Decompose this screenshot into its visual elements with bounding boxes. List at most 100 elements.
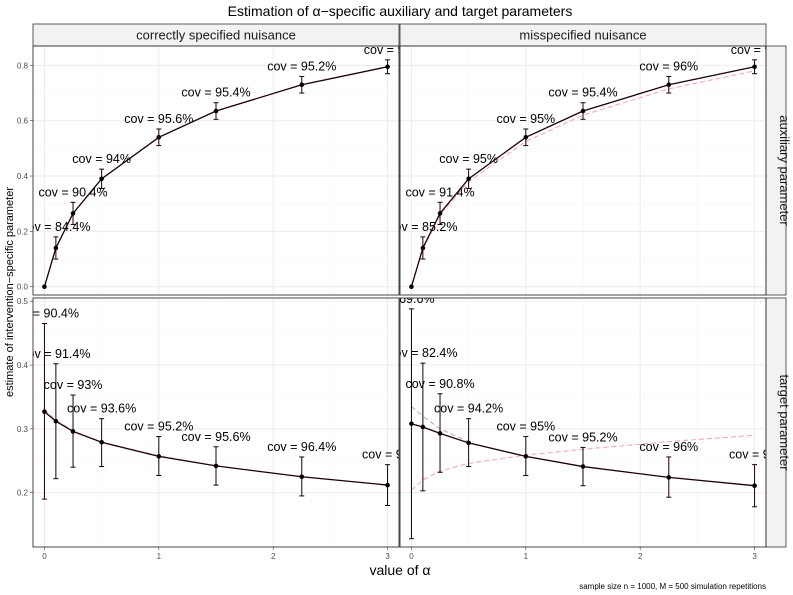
x-tick-label: 0 bbox=[409, 552, 414, 561]
reference-line-dashed bbox=[44, 409, 388, 486]
y-tick-label: 0.4 bbox=[17, 172, 29, 181]
data-point bbox=[420, 245, 426, 251]
estimate-line bbox=[43, 66, 388, 287]
data-point bbox=[213, 463, 219, 469]
facet-strip-row-label: target parameter bbox=[777, 374, 792, 471]
data-point bbox=[409, 284, 414, 290]
x-tick-label: 2 bbox=[638, 552, 643, 561]
estimate-line bbox=[410, 66, 755, 287]
y-tick-label: 0.8 bbox=[17, 61, 29, 70]
coverage-label: cov = 95.2% bbox=[267, 59, 336, 73]
data-point bbox=[42, 284, 47, 290]
facet-panel: 0 1 2 3 = 69.6% cov = 82.4% cov = 90.8% cov = 9… bbox=[388, 292, 780, 561]
data-point bbox=[42, 409, 47, 414]
x-tick-label: 3 bbox=[385, 552, 390, 561]
data-point bbox=[409, 421, 414, 427]
facet-panel: cov = 85.2% cov = 91.4% cov = 95% cov = 95%… bbox=[399, 43, 779, 296]
panel-border bbox=[32, 45, 400, 296]
data-point bbox=[580, 108, 586, 114]
panel-border bbox=[399, 45, 767, 296]
y-tick-label: 0.6 bbox=[17, 117, 29, 126]
chart-title: Estimation of α−specific auxiliary and t… bbox=[228, 3, 573, 19]
panel-plot-area: = 69.6% cov = 82.4% cov = 90.8% cov = 94.2%… bbox=[388, 292, 780, 540]
estimate-line bbox=[44, 411, 388, 486]
coverage-label: cov = 90.8% bbox=[405, 377, 474, 391]
coverage-label: cov = 94% bbox=[72, 152, 131, 166]
panel-plot-area: cov = 90.4% cov = 91.4% cov = 93% cov = 93.… bbox=[10, 307, 413, 506]
x-tick-label: 0 bbox=[42, 552, 47, 561]
data-point bbox=[385, 64, 390, 70]
data-point bbox=[466, 176, 471, 182]
data-point bbox=[523, 454, 529, 459]
coverage-label: cov = 96. bbox=[729, 448, 780, 462]
coverage-label: cov = 95.2% bbox=[548, 430, 617, 444]
coverage-label: cov = 91.4% bbox=[21, 347, 90, 361]
y-tick-label: 0.5 bbox=[17, 297, 29, 306]
facet-strip-column-label: misspecified nuisance bbox=[519, 28, 646, 43]
reference-line-dashed bbox=[410, 70, 755, 287]
panel-plot-area: cov = 85.2% cov = 91.4% cov = 95% cov = 95%… bbox=[400, 43, 779, 290]
panel-plot-area: cov = 84.4% cov = 90.4% cov = 94% cov = 95.… bbox=[21, 43, 412, 290]
y-tick-label: 0.0 bbox=[17, 283, 29, 292]
caption: sample size n = 1000, M = 500 simulation… bbox=[579, 582, 766, 591]
coverage-label: cov = 95% bbox=[496, 420, 555, 434]
reference-line-dashed bbox=[411, 434, 755, 491]
coverage-label: cov = 96.4% bbox=[267, 440, 336, 454]
coverage-label: = 69.6% bbox=[388, 292, 434, 306]
coverage-label: cov = 95% bbox=[496, 112, 555, 126]
data-point bbox=[752, 483, 757, 489]
reference-line-grey-dashed bbox=[411, 406, 469, 443]
coverage-label: cov = 95.6% bbox=[124, 112, 193, 126]
data-point bbox=[213, 108, 219, 114]
data-point bbox=[299, 474, 305, 480]
data-point bbox=[666, 475, 672, 480]
coverage-label: cov = 96% bbox=[639, 59, 698, 73]
data-point bbox=[99, 176, 104, 182]
coverage-label: cov = 95% bbox=[439, 152, 498, 166]
x-tick-label: 3 bbox=[752, 552, 757, 561]
facet-strip-column-label: correctly specified nuisance bbox=[136, 28, 296, 43]
data-point bbox=[580, 464, 586, 469]
y-tick-label: 0.2 bbox=[17, 227, 29, 236]
data-point bbox=[420, 424, 426, 430]
estimate-line bbox=[411, 423, 755, 487]
coverage-label: cov = 90.4% bbox=[38, 185, 107, 199]
data-point bbox=[752, 64, 757, 70]
coverage-label: cov = 95. bbox=[362, 448, 413, 462]
coverage-label: cov = 93.6% bbox=[67, 402, 136, 416]
data-point bbox=[53, 245, 59, 251]
coverage-label: cov = 95 bbox=[364, 43, 412, 57]
data-point bbox=[156, 135, 162, 140]
coverage-label: cov = 93% bbox=[44, 378, 103, 392]
coverage-label: cov = 95.4% bbox=[181, 86, 250, 100]
panel-border bbox=[32, 297, 400, 548]
coverage-label: cov = 96 bbox=[731, 43, 779, 57]
data-point bbox=[99, 439, 104, 445]
data-point bbox=[437, 211, 443, 216]
x-tick-label: 2 bbox=[271, 552, 276, 561]
coverage-label: cov = 82.4% bbox=[388, 346, 457, 360]
coverage-label: cov = 96% bbox=[639, 440, 698, 454]
data-point bbox=[385, 482, 390, 488]
data-point bbox=[156, 454, 162, 459]
coverage-label: cov = 95.2% bbox=[124, 420, 193, 434]
data-point bbox=[53, 418, 59, 424]
coverage-label: cov = 84.4% bbox=[21, 220, 90, 234]
coverage-label: cov = 95.4% bbox=[548, 86, 617, 100]
y-axis-label: estimate of intervention−specific parame… bbox=[4, 187, 16, 397]
coverage-label: cov = 94.2% bbox=[434, 402, 503, 416]
data-point bbox=[466, 440, 471, 446]
data-point bbox=[437, 431, 443, 436]
x-tick-label: 1 bbox=[524, 552, 529, 561]
x-axis-label: value of α bbox=[369, 562, 430, 578]
coverage-label: cov = 90.4% bbox=[10, 307, 79, 321]
facet-strip-row-label: auxiliary parameter bbox=[777, 115, 792, 226]
coverage-label: cov = 91.4% bbox=[405, 185, 474, 199]
data-point bbox=[666, 82, 672, 88]
y-tick-label: 0.4 bbox=[17, 361, 29, 370]
x-tick-label: 1 bbox=[157, 552, 162, 561]
y-tick-label: 0.3 bbox=[17, 425, 29, 434]
